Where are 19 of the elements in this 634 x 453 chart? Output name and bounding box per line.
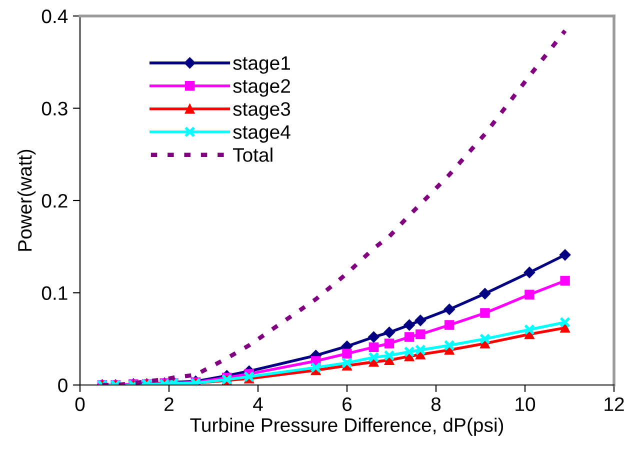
legend-label: stage2: [233, 79, 290, 97]
legend-label: stage4: [233, 125, 290, 143]
x-axis-title: Turbine Pressure Difference, dP(psi): [190, 418, 504, 436]
x-tick-label: 12: [604, 397, 624, 411]
legend-label: stage3: [233, 102, 290, 120]
x-tick-label: 8: [431, 397, 441, 412]
x-tick-label: 4: [253, 398, 263, 411]
y-tick-label: 0.4: [42, 9, 68, 24]
x-tick-label: 2: [164, 397, 174, 411]
legend-label: Total: [233, 148, 272, 162]
legend-label: stage1: [233, 56, 290, 74]
x-tick-label: 0: [75, 397, 85, 412]
y-tick-label: 0.2: [42, 194, 68, 208]
y-tick-label: 0: [58, 378, 68, 392]
x-tick-label: 6: [342, 397, 352, 412]
y-tick-label: 0.3: [42, 102, 68, 116]
y-tick-label: 0.1: [42, 286, 68, 300]
y-axis-title: Power(watt): [17, 150, 36, 251]
x-tick-label: 10: [516, 397, 536, 412]
